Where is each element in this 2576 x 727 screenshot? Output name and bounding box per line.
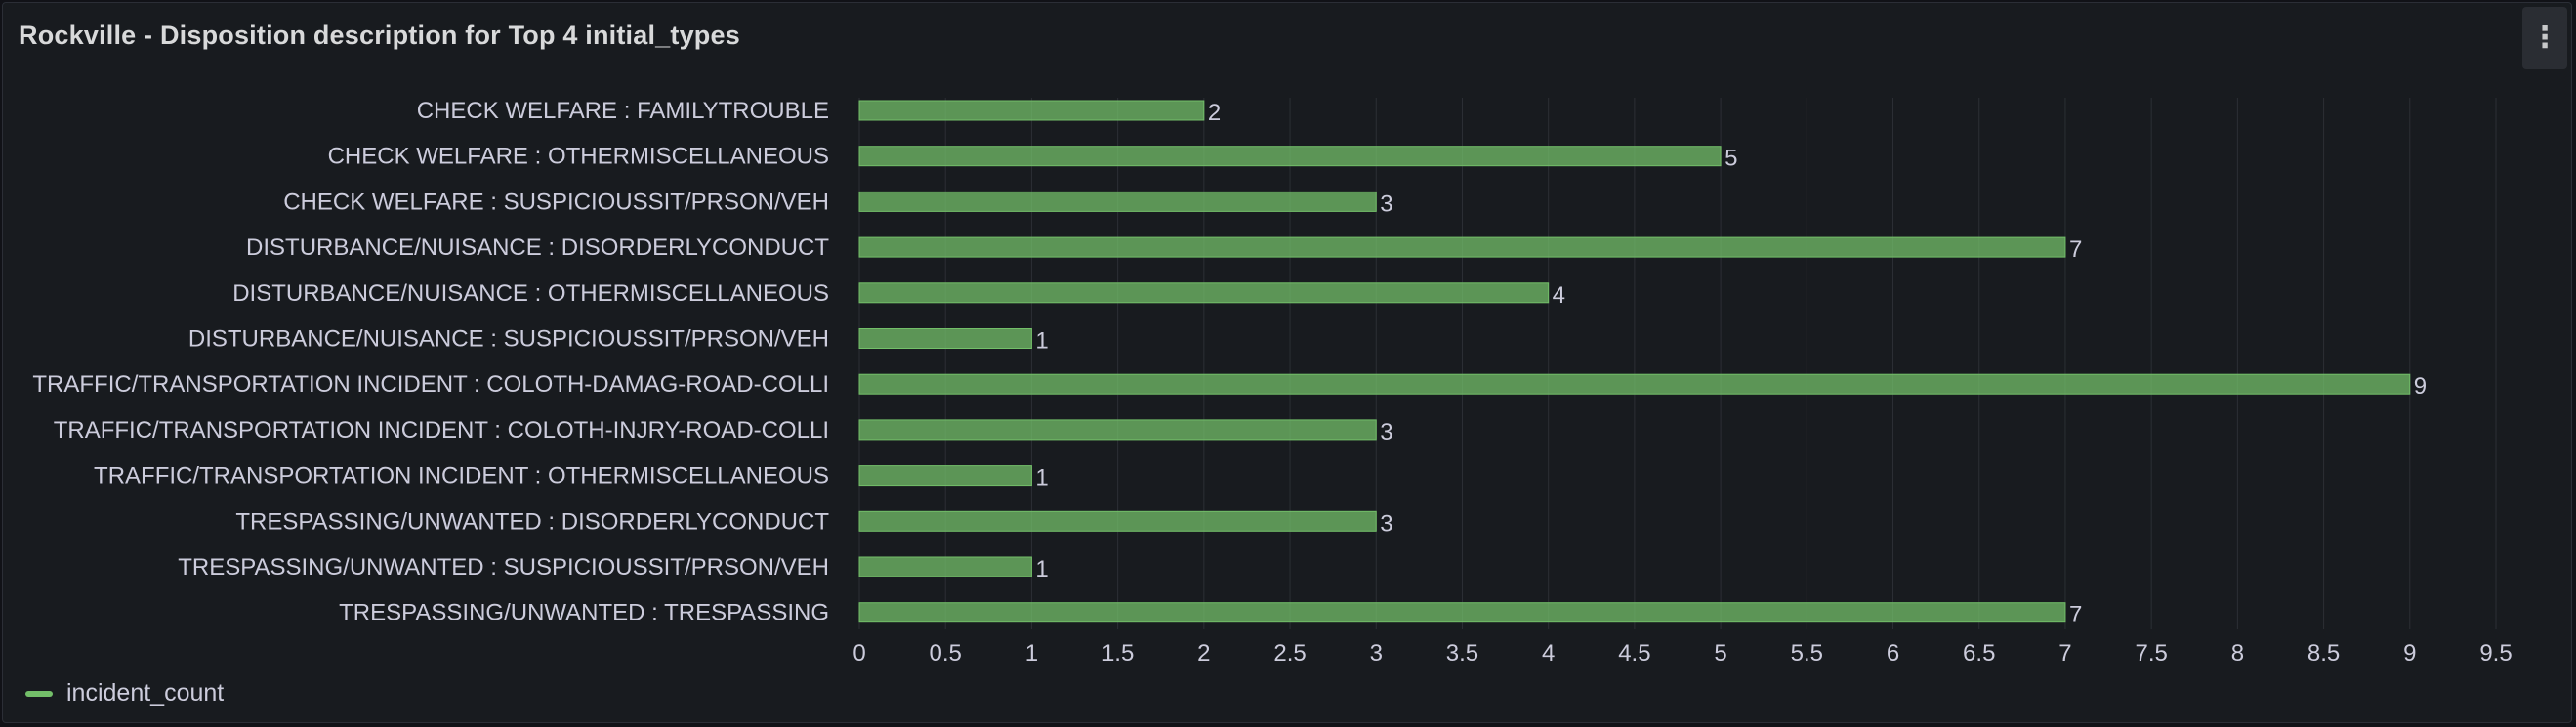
x-tick-label: 4 [1542, 640, 1555, 666]
x-tick-label: 4.5 [1618, 640, 1650, 666]
panel-title: Rockville - Disposition description for … [19, 21, 740, 50]
x-tick-label: 6 [1887, 640, 1899, 666]
value-label: 9 [2414, 373, 2427, 400]
category-label: DISTURBANCE/NUISANCE : SUSPICIOUSSIT/PRS… [188, 326, 829, 353]
x-tick-label: 1 [1025, 640, 1038, 666]
x-tick-label: 2 [1197, 640, 1210, 666]
x-tick-label: 7 [2058, 640, 2071, 666]
value-label: 1 [1035, 328, 1048, 355]
category-label: TRAFFIC/TRANSPORTATION INCIDENT : COLOTH… [54, 417, 829, 444]
x-tick-label: 7.5 [2135, 640, 2167, 666]
value-label: 3 [1380, 419, 1392, 446]
category-label: TRAFFIC/TRANSPORTATION INCIDENT : OTHERM… [94, 463, 829, 490]
bar[interactable] [858, 328, 1032, 349]
bar[interactable] [858, 419, 1377, 441]
category-label: DISTURBANCE/NUISANCE : OTHERMISCELLANEOU… [232, 280, 829, 307]
legend-swatch [25, 690, 53, 697]
panel-menu-button[interactable]: ⋮ [2522, 7, 2567, 69]
bar[interactable] [858, 100, 1205, 121]
value-label: 1 [1035, 556, 1048, 582]
x-tick-label: 3.5 [1446, 640, 1478, 666]
x-tick-label: 0 [852, 640, 865, 666]
value-label: 7 [2069, 602, 2082, 628]
category-label: CHECK WELFARE : FAMILYTROUBLE [417, 98, 829, 124]
panel-header: Rockville - Disposition description for … [3, 3, 2571, 71]
value-label: 2 [1208, 100, 1221, 126]
bar[interactable] [858, 146, 1722, 167]
category-label: TRAFFIC/TRANSPORTATION INCIDENT : COLOTH… [32, 371, 829, 398]
bar[interactable] [858, 465, 1032, 487]
category-label: TRESPASSING/UNWANTED : SUSPICIOUSSIT/PRS… [178, 554, 829, 580]
category-label: CHECK WELFARE : SUSPICIOUSSIT/PRSON/VEH [283, 189, 829, 215]
category-label: CHECK WELFARE : OTHERMISCELLANEOUS [328, 144, 829, 170]
x-axis-ticks: 0 0.5 1 1.5 2 2.5 3 3.5 4 4.5 5 5.5 6 6.5 7 7.5 8 8.5 9 9.5 [852, 640, 2512, 666]
x-tick-label: 6.5 [1963, 640, 1995, 666]
x-tick-label: 9 [2403, 640, 2416, 666]
value-label: 3 [1380, 191, 1392, 217]
value-label: 5 [1724, 146, 1737, 172]
bar[interactable] [858, 510, 1377, 532]
category-label: TRESPASSING/UNWANTED : TRESPASSING [339, 600, 829, 626]
value-label: 1 [1035, 465, 1048, 492]
bar[interactable] [858, 282, 1550, 304]
bar[interactable] [858, 236, 2066, 258]
bar[interactable] [858, 373, 2411, 395]
x-tick-label: 0.5 [930, 640, 962, 666]
category-label: DISTURBANCE/NUISANCE : DISORDERLYCONDUCT [246, 235, 829, 261]
x-tick-label: 5 [1714, 640, 1726, 666]
x-tick-label: 8 [2231, 640, 2244, 666]
bar[interactable] [858, 602, 2066, 623]
bar[interactable] [858, 556, 1032, 577]
value-label: 4 [1553, 282, 1565, 309]
x-tick-label: 8.5 [2307, 640, 2340, 666]
legend-label: incident_count [66, 679, 225, 706]
legend-item[interactable]: incident_count [25, 679, 224, 707]
value-labels: 2 5 3 7 4 1 9 3 1 3 1 7 [1035, 100, 2427, 628]
x-tick-label: 1.5 [1101, 640, 1134, 666]
category-labels: CHECK WELFARE : FAMILYTROUBLE CHECK WELFA… [32, 98, 829, 626]
x-tick-label: 5.5 [1791, 640, 1823, 666]
x-tick-label: 2.5 [1273, 640, 1306, 666]
bars [858, 100, 2411, 623]
kebab-vertical-icon: ⋮ [2530, 21, 2559, 54]
value-label: 3 [1380, 510, 1392, 536]
x-tick-label: 9.5 [2479, 640, 2512, 666]
x-tick-label: 3 [1370, 640, 1383, 666]
grid-lines [858, 98, 2497, 629]
bar[interactable] [858, 191, 1377, 212]
value-label: 7 [2069, 236, 2082, 263]
category-label: TRESPASSING/UNWANTED : DISORDERLYCONDUCT [235, 508, 829, 535]
